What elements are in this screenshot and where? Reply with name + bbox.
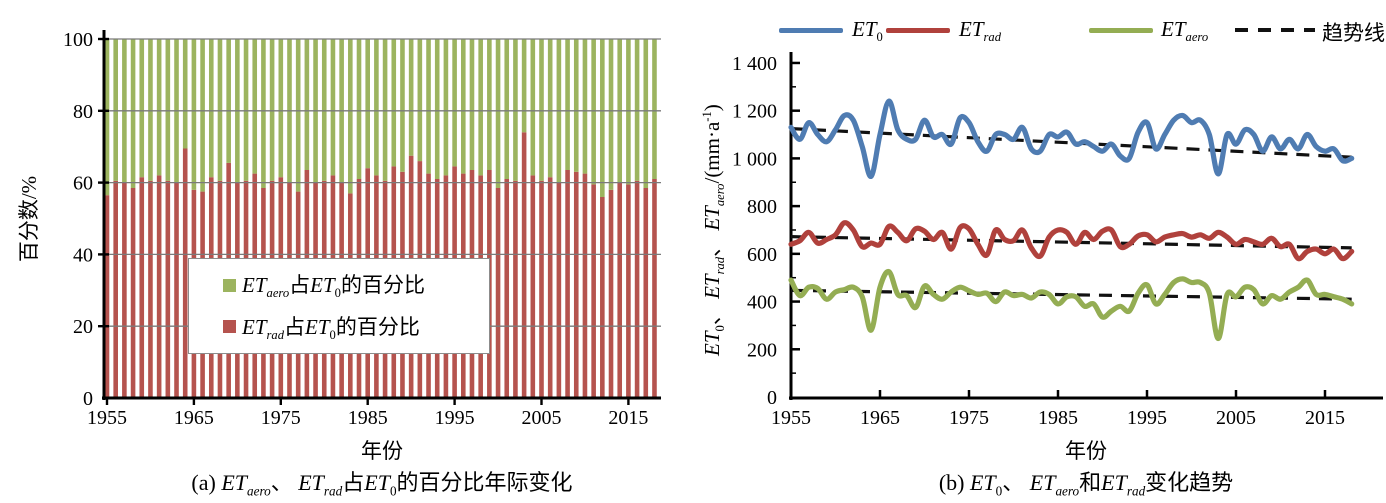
svg-text:600: 600 [747,244,777,266]
svg-text:0: 0 [83,388,93,410]
svg-text:1 200: 1 200 [732,101,777,123]
svg-text:80: 80 [73,101,93,123]
svg-text:20: 20 [73,316,93,338]
svg-text:400: 400 [747,292,777,314]
legend-label-rad: ETrad占ET0的百分比 [242,314,420,342]
svg-text:1975: 1975 [949,407,989,429]
svg-text:1985: 1985 [348,407,388,429]
svg-text:1995: 1995 [1127,407,1167,429]
svg-text:1985: 1985 [1038,407,1078,429]
legend-item-aero: ETaero占ET0的百分比 [223,269,489,301]
svg-text:2005: 2005 [1216,407,1256,429]
legend-swatch-rad [223,320,236,334]
panel-a-caption: (a) ETaero、 ETrad占ET0的百分比年际变化 [191,470,573,499]
svg-text:1 400: 1 400 [732,53,777,75]
svg-text:1965: 1965 [174,407,214,429]
svg-text:40: 40 [73,244,93,266]
svg-text:1 000: 1 000 [732,148,777,170]
legend-dash-sample-trend [1235,28,1315,32]
legend-label-etaero: ETaero [1161,17,1209,45]
legend-item-rad: ETrad占ET0的百分比 [223,311,489,343]
legend-line-sample-etrad [886,28,950,33]
svg-text:100: 100 [63,29,93,51]
legend-label-et0: ET0 [852,17,883,45]
panel-a-y-axis-title: 百分数/% [17,175,41,263]
panel-a-x-axis-title: 年份 [361,439,403,463]
legend-swatch-aero [223,278,236,292]
svg-text:2005: 2005 [522,407,562,429]
legend-line-sample-et0 [779,28,843,33]
legend-label-aero: ETaero占ET0的百分比 [242,273,425,301]
svg-text:0: 0 [767,387,777,409]
panel-a-legend: ETaero占ET0的百分比 ETrad占ET0的百分比 [188,258,490,354]
panel-b-y-axis-title: ET0、 ETrad、 ETaero/(mm·a-1) [699,104,728,356]
panel-b-x-axis-title: 年份 [1065,439,1107,463]
legend-label-trend: 趋势线 [1322,21,1385,45]
panel-b-caption: (b) ET0、 ETaero和ETrad变化趋势 [938,470,1234,499]
svg-text:1965: 1965 [860,407,900,429]
svg-text:1975: 1975 [261,407,301,429]
svg-text:200: 200 [747,339,777,361]
legend-line-sample-etaero [1089,28,1153,33]
svg-text:2015: 2015 [608,407,648,429]
svg-text:1955: 1955 [771,407,811,429]
svg-text:2015: 2015 [1305,407,1345,429]
legend-label-etrad: ETrad [959,17,1002,45]
svg-text:60: 60 [73,173,93,195]
svg-text:1955: 1955 [87,407,127,429]
svg-text:1995: 1995 [435,407,475,429]
svg-text:800: 800 [747,196,777,218]
